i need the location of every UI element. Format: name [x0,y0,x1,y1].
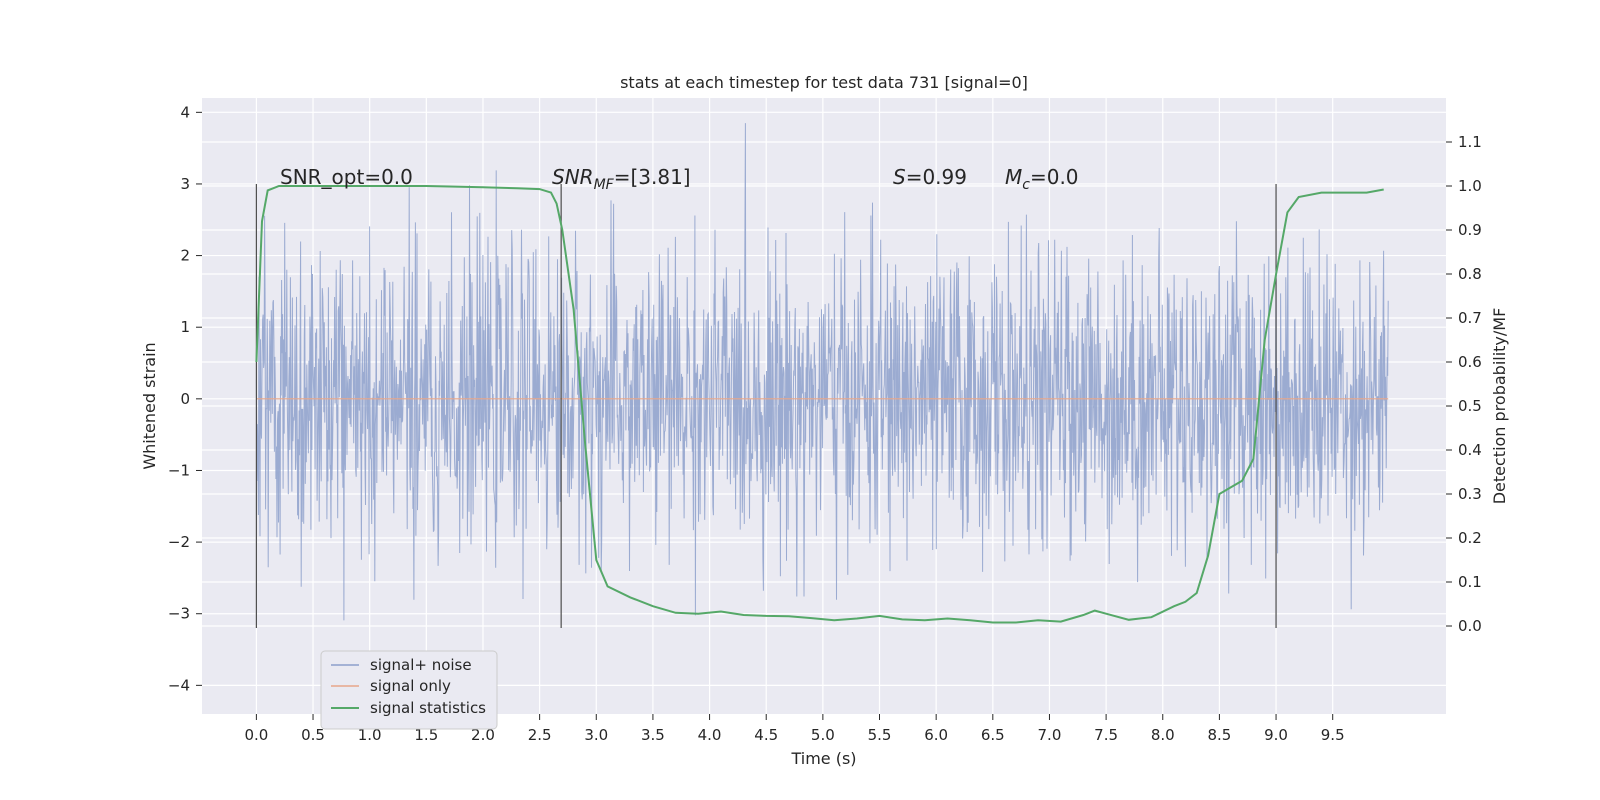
x-tick-label: 4.0 [698,726,722,744]
signal-statistics-series [255,185,1384,624]
x-tick-label: 5.5 [868,726,892,744]
x-tick-label: 0.5 [301,726,325,744]
snr-mf-value: =[3.81] [614,165,691,189]
mc-subscript: c [1022,177,1030,193]
right-y-tick-label: 0.6 [1458,353,1482,371]
snr-mf-symbol: SNR [552,165,594,189]
mc-symbol: M [1005,165,1022,189]
x-tick-label: 2.5 [528,726,552,744]
x-tick-label: 3.0 [584,726,608,744]
snr-mf-annotation: SNRMF=[3.81] [552,165,691,193]
legend-label-signal-only: signal only [370,677,451,695]
signal-statistics-line [255,185,1384,624]
y-tick-label: −2 [168,533,190,551]
right-y-tick-label: 0.1 [1458,573,1482,591]
x-tick-label: 1.0 [358,726,382,744]
y-tick-label: −1 [168,461,190,479]
snr-opt-annotation: SNR_opt=0.0 [280,165,413,189]
legend-label-signal-statistics: signal statistics [370,699,486,717]
right-y-tick-label: 1.0 [1458,177,1482,195]
y-tick-label: 0 [180,390,190,408]
right-y-tick-label: 0.3 [1458,485,1482,503]
right-y-tick-label: 0.9 [1458,221,1482,239]
x-tick-label: 7.5 [1094,726,1118,744]
legend-label-signal-noise: signal+ noise [370,656,472,674]
y-axis-label: Whitened strain [140,342,159,469]
x-axis-ticks: 0.0 0.5 1.0 1.5 2.0 2.5 3.0 3.5 4.0 4.5 5.0 5.5 6.0 6… [244,714,1345,744]
y-tick-label: 3 [180,175,190,193]
s-value: =0.99 [906,165,967,189]
right-y-tick-label: 0.8 [1458,265,1482,283]
x-tick-label: 8.0 [1151,726,1175,744]
y-tick-label: −4 [168,676,190,694]
right-y-tick-label: 0.7 [1458,309,1482,327]
legend-box [320,650,498,730]
x-tick-label: 8.5 [1207,726,1231,744]
right-y-tick-label: 0.5 [1458,397,1482,415]
x-tick-label: 6.0 [924,726,948,744]
x-tick-label: 3.5 [641,726,665,744]
x-tick-label: 7.0 [1038,726,1062,744]
legend: signal+ noise signal only signal statist… [320,650,498,730]
mc-annotation: Mc=0.0 [1005,165,1079,193]
x-tick-label: 1.5 [414,726,438,744]
s-symbol: S [893,165,906,189]
y-tick-label: 2 [180,247,190,265]
y-axis-ticks: 4 3 2 1 0 −1 −2 −3 −4 [168,103,202,694]
y-tick-label: 1 [180,318,190,336]
x-axis-label: Time (s) [790,749,856,768]
y-tick-label: 4 [180,103,190,121]
mc-value: =0.0 [1030,165,1079,189]
x-tick-label: 4.5 [754,726,778,744]
right-y-tick-label: 0.2 [1458,529,1482,547]
y-tick-label: −3 [168,605,190,623]
snr-mf-subscript: MF [594,177,615,193]
marker-vertical-lines [255,183,1277,629]
right-y-tick-label: 0.0 [1458,617,1482,635]
x-tick-label: 0.0 [244,726,268,744]
x-tick-label: 6.5 [981,726,1005,744]
signal-plus-noise-series [255,123,1389,621]
x-tick-label: 2.0 [471,726,495,744]
right-y-tick-label: 0.4 [1458,441,1482,459]
chart-title: stats at each timestep for test data 731… [620,73,1028,92]
signal-plus-noise-line [255,123,1389,621]
right-y-tick-label: 1.1 [1458,133,1482,151]
x-tick-label: 9.5 [1321,726,1345,744]
s-annotation: S=0.99 [893,165,967,189]
right-y-axis-ticks: 1.1 1.0 0.9 0.8 0.7 0.6 0.5 0.4 0.3 0.2 0.1 0.0 [1446,133,1482,635]
x-tick-label: 9.0 [1264,726,1288,744]
x-tick-label: 5.0 [811,726,835,744]
right-y-axis-label: Detection probability/MF [1490,308,1509,505]
